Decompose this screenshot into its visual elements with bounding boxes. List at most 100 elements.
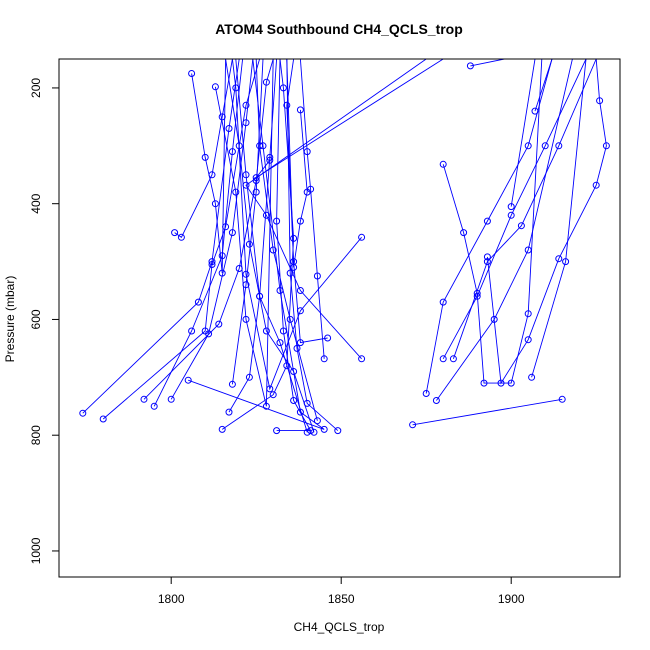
series-17-point-2 [262, 327, 270, 335]
series-31-line [510, 59, 536, 207]
series-10-point-0 [334, 427, 342, 435]
series-30-point-1 [497, 379, 505, 387]
series-30-point-3 [555, 255, 563, 263]
series-21-point-1 [252, 174, 260, 182]
series-11-point-0 [320, 355, 328, 363]
series-16-point-2 [269, 246, 277, 254]
series-22-point-2 [296, 217, 304, 225]
x-axis: 1800 1850 1900 [158, 577, 525, 606]
series-17-point-3 [245, 240, 253, 248]
series-20-point-3 [262, 402, 270, 410]
series-13-line [245, 59, 427, 360]
series-21-point-0 [266, 156, 274, 164]
series-8-point-2 [252, 188, 260, 196]
y-tick-label-200: 200 [29, 78, 43, 98]
series-15-point-1 [276, 339, 284, 347]
chart-title: ATOM4 Southbound CH4_QCLS_trop [215, 21, 463, 37]
series-0-line [82, 59, 240, 414]
plot-frame [58, 58, 621, 578]
series-8-point-0 [228, 380, 236, 388]
series-4-point-3 [242, 119, 250, 127]
y-tick-label-600: 600 [29, 309, 43, 329]
series-29-point-0 [466, 62, 474, 70]
series-26-line [442, 59, 587, 360]
series-3-point-0 [150, 402, 158, 410]
series-11-point-1 [313, 272, 321, 280]
series-30-line [486, 59, 607, 385]
series-20-point-1 [232, 188, 240, 196]
series-9-point-4 [273, 217, 281, 225]
series-17-point-0 [310, 428, 318, 436]
series-12-point-0 [324, 334, 332, 342]
series-27-point-3 [555, 142, 563, 150]
series-0-point-3 [225, 125, 233, 132]
series-1-line [102, 59, 261, 420]
series-9-point-2 [290, 397, 298, 404]
series-13-point-0 [358, 355, 366, 363]
series-2-line [143, 59, 274, 400]
series-1-point-4 [242, 101, 250, 109]
series-21-line [255, 59, 444, 178]
series-22-point-0 [296, 106, 304, 114]
series-13-point-2 [262, 211, 270, 219]
series-28-point-0 [439, 160, 447, 168]
series-23-line [412, 398, 563, 426]
series-8-line [231, 59, 264, 385]
series-30-point-2 [524, 336, 532, 344]
series-11-line [299, 59, 325, 359]
series-12-point-1 [296, 339, 304, 347]
x-tick-label-1900: 1900 [498, 592, 525, 606]
series-4-point-1 [205, 330, 213, 338]
series-32-point-1 [562, 258, 570, 266]
series-5-point-0 [184, 376, 192, 384]
series-6-point-1 [269, 391, 277, 399]
series-15-point-0 [303, 428, 311, 436]
series-14-point-0 [358, 233, 366, 241]
series-25-point-0 [432, 397, 440, 404]
series-16-point-3 [256, 142, 264, 150]
series-12-point-3 [283, 101, 291, 109]
series-24-line [425, 59, 553, 394]
series-30-point-6 [596, 97, 604, 105]
series-28-point-1 [460, 229, 468, 237]
series-9-point-3 [279, 327, 287, 335]
series-28-point-2 [473, 289, 481, 297]
series-3-point-3 [228, 148, 236, 156]
series-6-point-0 [218, 425, 226, 433]
series-17-line [225, 59, 315, 433]
y-tick-label-400: 400 [29, 193, 43, 213]
series-27-point-2 [517, 222, 525, 230]
series-30-point-4 [592, 181, 600, 189]
series-6-point-4 [279, 84, 287, 92]
series-26-point-3 [541, 142, 549, 150]
series-6-line [221, 59, 295, 430]
series-3-point-1 [188, 327, 196, 335]
series-26-point-2 [507, 211, 515, 219]
x-axis-label: CH4_QCLS_trop [294, 620, 385, 634]
series-10-line [286, 59, 339, 431]
series-2-point-1 [215, 320, 223, 328]
series-29-line [470, 59, 505, 67]
series-4-line [170, 59, 254, 400]
series-15-point-3 [242, 171, 250, 179]
series-0-point-0 [79, 409, 87, 417]
y-axis: 200 400 600 800 1000 [29, 78, 59, 564]
series-30-point-5 [602, 142, 610, 150]
series-19-line [191, 59, 227, 274]
series-16-point-0 [313, 417, 321, 425]
series-13-point-1 [296, 287, 304, 294]
series-19-point-2 [211, 200, 219, 208]
series-5-line [188, 59, 325, 430]
series-28-line [442, 59, 543, 384]
series-4-point-2 [228, 229, 236, 237]
series-20-point-2 [242, 315, 250, 323]
series-1-point-2 [208, 261, 216, 268]
series-31-point-0 [507, 203, 515, 211]
series-23-point-0 [409, 421, 417, 429]
x-tick-label-1800: 1800 [158, 592, 185, 606]
series-25-line [436, 59, 573, 401]
series-27-line [452, 59, 597, 359]
series-18-point-1 [177, 233, 185, 241]
series-22-point-3 [290, 263, 298, 271]
